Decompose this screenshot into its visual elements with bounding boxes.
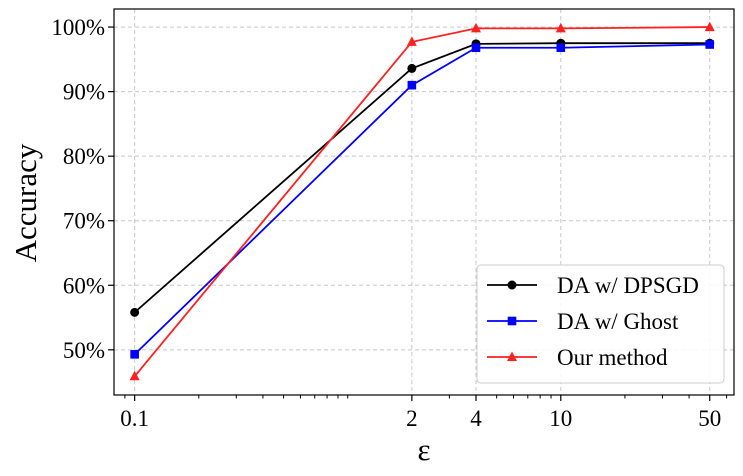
plot-frame <box>113 8 735 396</box>
grid-layer <box>114 9 734 395</box>
x-tick-label: 0.1 <box>120 406 149 431</box>
data-point-1-4 <box>705 40 715 49</box>
y-tick-label: 100% <box>51 15 105 40</box>
legend-label: DA w/ Ghost <box>557 309 679 334</box>
data-point-1-1 <box>407 80 417 90</box>
y-tick-label: 70% <box>63 209 105 234</box>
y-tick-label: 60% <box>63 273 105 298</box>
data-point-0-0 <box>130 307 140 317</box>
x-tick-label: 2 <box>406 406 418 431</box>
y-tick-label: 80% <box>63 144 105 169</box>
legend-marker <box>507 280 517 290</box>
data-point-1-2 <box>471 43 481 53</box>
data-point-1-0 <box>130 350 139 359</box>
x-tick-label: 4 <box>470 406 482 431</box>
data-point-1-3 <box>556 43 566 53</box>
y-tick-label: 90% <box>63 80 105 105</box>
data-point-2-4 <box>704 21 715 32</box>
data-point-0-1 <box>407 63 417 73</box>
legend-frame <box>476 264 725 384</box>
x-tick-label: 10 <box>549 406 572 431</box>
y-axis-title: Accuracy <box>8 143 43 262</box>
data-point-2-3 <box>555 22 566 33</box>
x-tick-label: 50 <box>698 406 721 431</box>
legend-label: Our method <box>557 345 668 370</box>
data-point-2-2 <box>471 22 482 33</box>
legend-label: DA w/ DPSGD <box>557 273 699 298</box>
tick-layer: 50% 60% 70% 80% 90% 100% 0.1 2 4 10 50 <box>51 15 728 431</box>
legend-marker <box>507 316 517 326</box>
series-layer <box>129 21 715 381</box>
data-point-2-1 <box>406 36 417 46</box>
y-tick-label: 50% <box>63 338 105 363</box>
legend: DA w/ DPSGD DA w/ Ghost Our method <box>476 264 725 384</box>
data-point-2-0 <box>129 370 140 381</box>
x-axis-title: ε <box>417 432 430 467</box>
legend-marker <box>507 351 517 361</box>
